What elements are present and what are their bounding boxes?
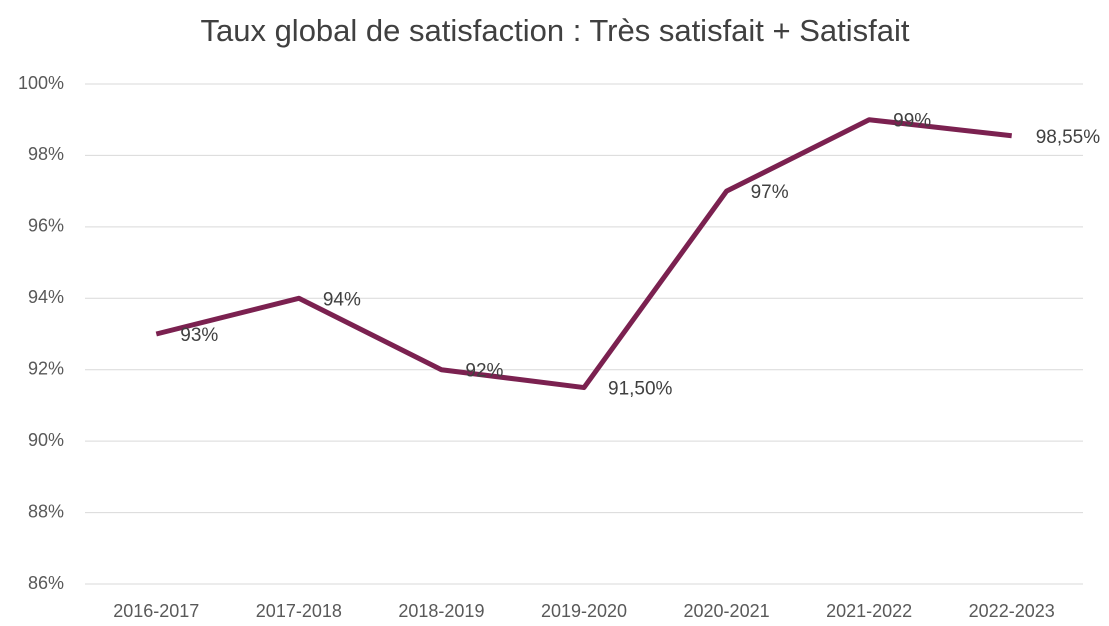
data-label: 99%: [893, 111, 931, 132]
data-label: 97%: [751, 182, 789, 203]
x-tick-label: 2021-2022: [826, 601, 912, 621]
data-label: 93%: [180, 325, 218, 346]
data-label: 91,50%: [608, 379, 673, 400]
y-tick-label: 94%: [28, 287, 64, 307]
data-label: 98,55%: [1036, 127, 1101, 148]
data-label: 92%: [465, 361, 503, 382]
x-tick-label: 2018-2019: [398, 601, 484, 621]
line-series: [155, 117, 1012, 391]
y-tick-label: 92%: [28, 358, 64, 378]
data-label: 94%: [323, 289, 361, 310]
x-tick-label: 2022-2023: [969, 601, 1055, 621]
x-tick-label: 2017-2018: [256, 601, 342, 621]
x-tick-label: 2016-2017: [113, 601, 199, 621]
y-tick-label: 90%: [28, 430, 64, 450]
x-tick-label: 2020-2021: [684, 601, 770, 621]
y-tick-label: 98%: [28, 144, 64, 164]
y-tick-label: 100%: [18, 73, 64, 93]
x-tick-label: 2019-2020: [541, 601, 627, 621]
y-tick-label: 86%: [28, 573, 64, 593]
y-tick-label: 96%: [28, 216, 64, 236]
chart-title: Taux global de satisfaction : Très satis…: [200, 13, 909, 48]
y-tick-label: 88%: [28, 501, 64, 521]
